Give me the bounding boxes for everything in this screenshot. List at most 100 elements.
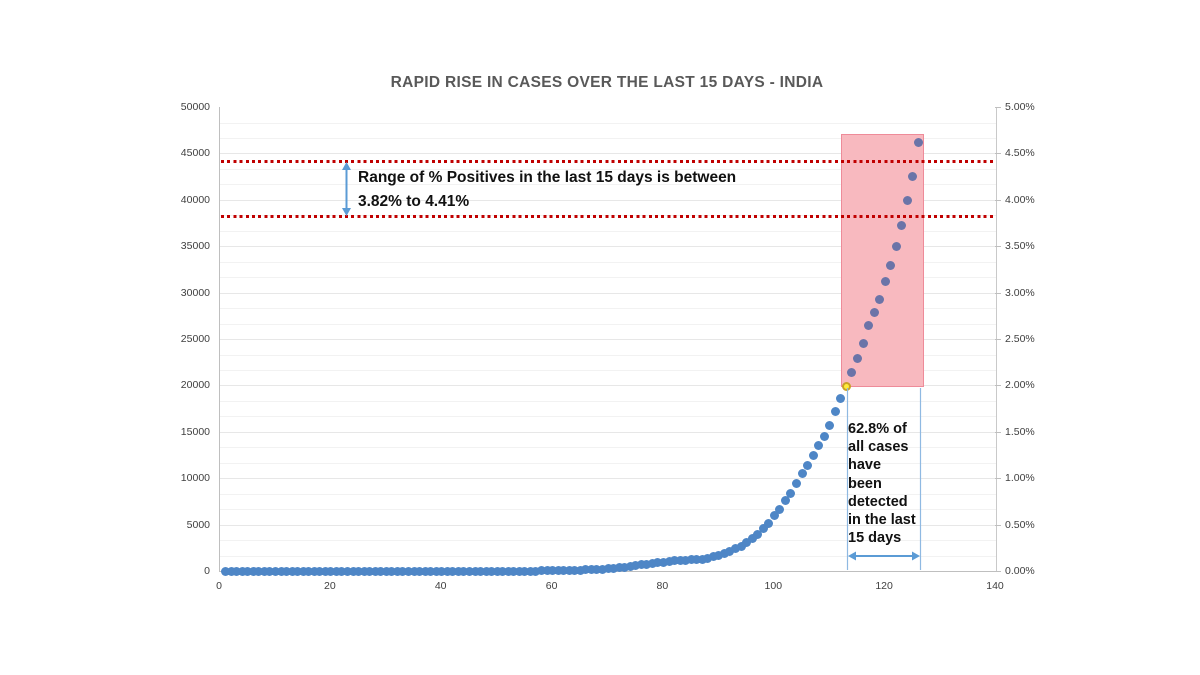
- data-point: [531, 566, 541, 576]
- data-point: [797, 469, 807, 479]
- data-point: [636, 560, 646, 570]
- data-point: [858, 338, 868, 348]
- data-point: [725, 546, 735, 556]
- fifteen-days-double-arrow-icon: [848, 551, 920, 561]
- left-axis-tick-label: 30000: [180, 286, 210, 299]
- data-point: [259, 566, 269, 576]
- data-point: [537, 566, 546, 576]
- data-point: [376, 566, 386, 576]
- left-axis-tick-label: 50000: [180, 101, 210, 113]
- data-point: [647, 558, 657, 568]
- x-axis-tick-label: 140: [986, 580, 1004, 592]
- data-point: [592, 564, 602, 574]
- data-point: [803, 460, 812, 470]
- data-point: [653, 558, 663, 568]
- data-point: [786, 488, 796, 498]
- data-point: [315, 566, 325, 576]
- data-point: [664, 556, 674, 566]
- data-point: [503, 566, 513, 576]
- left-axis-tick-label: 0: [204, 565, 210, 577]
- data-point: [448, 566, 458, 576]
- data-point: [337, 566, 347, 576]
- data-point: [891, 241, 901, 251]
- detected-note-line: have: [848, 457, 882, 474]
- right-axis-tick-mark: [995, 107, 1001, 108]
- data-point: [431, 566, 441, 576]
- data-point: [309, 566, 319, 576]
- data-point: [719, 548, 729, 558]
- detected-note-line: 15 days: [848, 530, 902, 547]
- data-point: [381, 566, 391, 576]
- data-point: [232, 566, 242, 576]
- data-point: [559, 566, 569, 576]
- data-point: [420, 566, 430, 576]
- data-point: [620, 562, 630, 572]
- right-axis-tick-label: 0.00%: [1005, 565, 1035, 577]
- data-point: [326, 566, 336, 576]
- data-point: [625, 561, 635, 571]
- detected-note-line: 62.8% of: [848, 421, 907, 437]
- right-axis-tick-label: 2.50%: [1005, 333, 1035, 345]
- data-point: [880, 277, 890, 286]
- data-point: [875, 294, 885, 304]
- data-point: [437, 566, 447, 576]
- data-point: [276, 566, 286, 576]
- right-axis-tick-mark: [995, 199, 1001, 201]
- chart-title: RAPID RISE IN CASES OVER THE LAST 15 DAY…: [390, 74, 824, 91]
- data-point: [586, 565, 596, 575]
- range-note-line2: 3.82% to 4.41%: [358, 193, 470, 210]
- data-point: [814, 441, 824, 451]
- right-axis-tick-mark: [995, 524, 1001, 526]
- right-axis-tick-label: 1.50%: [1005, 425, 1035, 438]
- data-point: [581, 565, 591, 575]
- data-point: [270, 566, 280, 576]
- x-axis-tick-label: 20: [324, 580, 336, 592]
- detected-note: 62.8% of all cases have been detected in…: [848, 420, 916, 547]
- data-point: [476, 566, 485, 576]
- right-axis-tick-mark: [995, 571, 1001, 572]
- data-point: [703, 553, 713, 563]
- left-axis-tick-label: 5000: [186, 518, 210, 531]
- data-point: [514, 566, 524, 576]
- right-axis-tick-label: 5.00%: [1005, 101, 1035, 113]
- right-axis-tick-label: 1.00%: [1005, 472, 1035, 485]
- data-point: [670, 556, 679, 566]
- data-point: [459, 566, 469, 576]
- data-point: [525, 566, 535, 576]
- x-axis-tick-label: 60: [545, 580, 558, 592]
- data-point: [764, 518, 774, 528]
- range-double-arrow-icon: [342, 162, 351, 216]
- data-point: [614, 563, 624, 573]
- right-axis-tick-label: 4.00%: [1005, 193, 1035, 206]
- data-point: [398, 566, 408, 576]
- plot-area: [219, 107, 997, 576]
- data-point: [836, 394, 846, 404]
- data-point: [354, 566, 364, 576]
- annotation-arrows-layer: [342, 162, 922, 570]
- data-point: [404, 566, 413, 576]
- data-point: [481, 566, 491, 576]
- lower-positive-rate-dotted-line: [221, 215, 995, 218]
- data-point: [731, 543, 740, 553]
- right-axis-tick-label: 0.50%: [1005, 518, 1035, 531]
- data-point: [658, 557, 668, 567]
- data-point: [348, 566, 358, 576]
- data-point: [708, 552, 718, 562]
- data-point: [221, 566, 230, 576]
- data-point: [320, 566, 330, 576]
- data-point: [548, 566, 558, 576]
- data-point: [331, 566, 341, 576]
- detected-note-line: been: [848, 475, 882, 492]
- data-point: [453, 566, 463, 576]
- left-axis-tick-label: 20000: [180, 379, 210, 392]
- detected-note-line: in the last: [848, 512, 916, 529]
- data-point: [869, 307, 879, 317]
- data-point: [564, 565, 574, 575]
- data-point: [830, 407, 840, 417]
- right-axis-tick-mark: [995, 292, 1001, 294]
- detected-note-line: detected: [848, 493, 908, 510]
- data-point: [598, 564, 607, 574]
- data-point: [609, 563, 618, 573]
- data-point: [470, 566, 480, 576]
- upper-positive-rate-dotted-line: [221, 160, 995, 164]
